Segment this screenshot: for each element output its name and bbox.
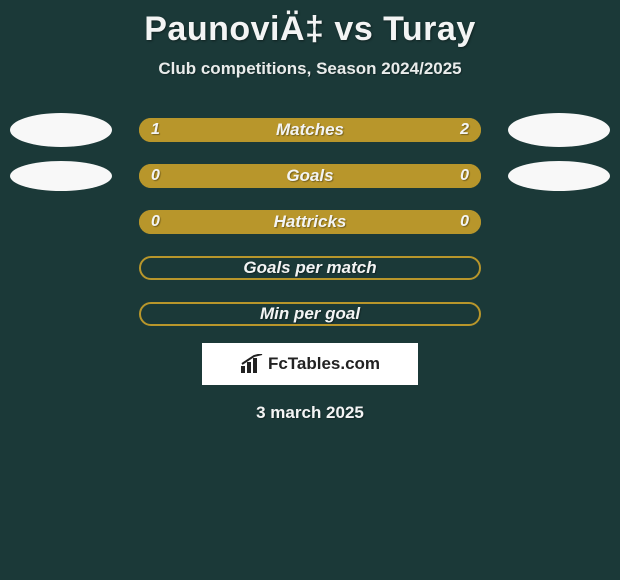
player-avatar-right bbox=[508, 161, 610, 191]
stat-value-right: 0 bbox=[460, 164, 469, 188]
stat-label: Hattricks bbox=[274, 212, 347, 232]
stat-label: Matches bbox=[276, 120, 344, 140]
stat-label: Goals bbox=[286, 166, 333, 186]
bar-fill-right bbox=[310, 164, 481, 188]
stat-value-right: 0 bbox=[460, 210, 469, 234]
stat-bar: 1 2 Matches bbox=[139, 118, 481, 142]
player-avatar-right bbox=[508, 113, 610, 147]
stat-bar: 0 0 Hattricks bbox=[139, 210, 481, 234]
stat-bar: Min per goal bbox=[139, 302, 481, 326]
stats-list: 1 2 Matches 0 0 Goals 0 0 Hattricks Goals per mat… bbox=[0, 107, 620, 337]
subtitle: Club competitions, Season 2024/2025 bbox=[0, 59, 620, 79]
bar-fill-left bbox=[139, 164, 310, 188]
stat-row: 0 0 Hattricks bbox=[0, 199, 620, 245]
stat-value-left: 0 bbox=[151, 210, 160, 234]
player-avatar-left bbox=[10, 161, 112, 191]
stat-bar: 0 0 Goals bbox=[139, 164, 481, 188]
stat-row: 1 2 Matches bbox=[0, 107, 620, 153]
player-avatar-left bbox=[10, 113, 112, 147]
brand-badge: FcTables.com bbox=[202, 343, 418, 385]
comparison-card: PaunoviÄ‡ vs Turay Club competitions, Se… bbox=[0, 0, 620, 580]
stat-row: 0 0 Goals bbox=[0, 153, 620, 199]
chart-icon bbox=[240, 354, 264, 374]
stat-value-left: 0 bbox=[151, 164, 160, 188]
page-title: PaunoviÄ‡ vs Turay bbox=[0, 10, 620, 49]
stat-row: Min per goal bbox=[0, 291, 620, 337]
stat-label: Goals per match bbox=[243, 258, 376, 278]
stat-label: Min per goal bbox=[260, 304, 360, 324]
date-label: 3 march 2025 bbox=[0, 403, 620, 423]
stat-value-left: 1 bbox=[151, 118, 160, 142]
stat-value-right: 2 bbox=[460, 118, 469, 142]
brand-text: FcTables.com bbox=[268, 354, 380, 374]
stat-row: Goals per match bbox=[0, 245, 620, 291]
stat-bar: Goals per match bbox=[139, 256, 481, 280]
